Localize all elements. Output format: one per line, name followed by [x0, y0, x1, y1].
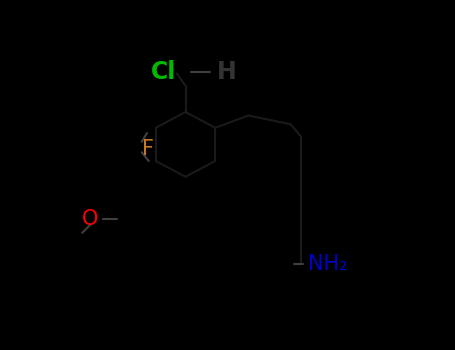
Text: Cl: Cl	[152, 60, 177, 84]
Text: F: F	[142, 139, 154, 159]
Text: NH₂: NH₂	[308, 254, 348, 274]
Text: O: O	[81, 209, 98, 229]
Text: H: H	[217, 60, 237, 84]
